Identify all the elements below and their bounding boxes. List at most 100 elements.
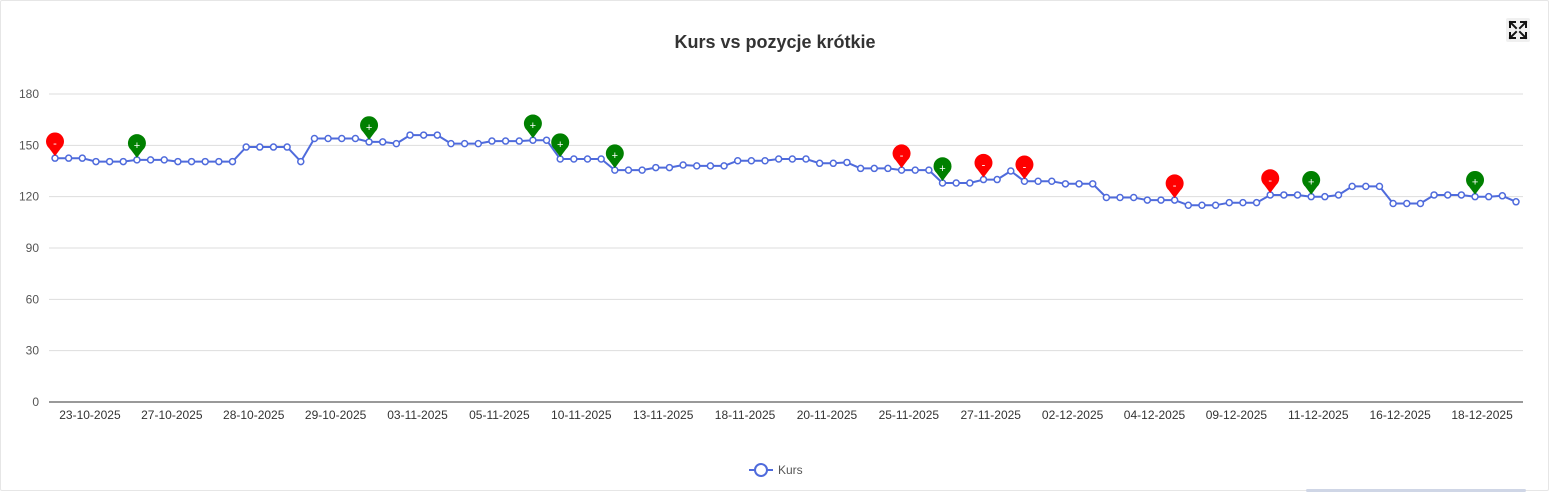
data-point bbox=[733, 156, 742, 165]
short-marker-icon bbox=[974, 153, 993, 178]
x-tick-label: 05-11-2025 bbox=[469, 408, 530, 422]
data-point bbox=[788, 155, 797, 163]
x-tick-label: 02-12-2025 bbox=[1042, 408, 1104, 422]
position-marker: + bbox=[1302, 170, 1321, 195]
data-point bbox=[474, 139, 483, 148]
data-point bbox=[460, 139, 469, 148]
data-point bbox=[201, 157, 209, 166]
data-point bbox=[1075, 180, 1083, 188]
marker-label: + bbox=[1308, 177, 1314, 189]
position-marker: + bbox=[1466, 170, 1485, 195]
data-point bbox=[911, 166, 919, 174]
data-point bbox=[843, 158, 851, 167]
position-marker: + bbox=[551, 133, 570, 158]
data-point bbox=[1280, 191, 1288, 199]
x-tick-label: 27-10-2025 bbox=[141, 408, 203, 422]
data-point bbox=[419, 131, 428, 139]
position-marker: - bbox=[892, 144, 911, 169]
legend[interactable]: Kurs bbox=[749, 463, 803, 477]
marker-label: + bbox=[366, 122, 372, 134]
data-point bbox=[583, 155, 592, 163]
data-point bbox=[433, 131, 442, 139]
x-tick-label: 18-12-2025 bbox=[1451, 408, 1513, 422]
data-point bbox=[1293, 191, 1302, 199]
chart-title: Kurs vs pozycje krótkie bbox=[674, 32, 875, 52]
data-point bbox=[174, 157, 182, 166]
data-point bbox=[966, 179, 974, 187]
position-marker: + bbox=[523, 114, 542, 139]
data-point bbox=[720, 162, 728, 170]
axis-layer: 0 30 60 90 120 150 180 23-10-2025 27-10-2025 28-1… bbox=[19, 87, 1523, 422]
data-point bbox=[1034, 177, 1042, 186]
data-point bbox=[884, 164, 892, 173]
data-point bbox=[1512, 198, 1520, 206]
marker-label: + bbox=[1472, 177, 1478, 189]
data-point bbox=[665, 163, 674, 172]
data-point bbox=[870, 164, 879, 173]
data-point bbox=[337, 134, 346, 143]
data-point bbox=[925, 166, 933, 174]
data-point bbox=[1457, 191, 1466, 199]
x-tick-label: 23-10-2025 bbox=[59, 408, 121, 422]
x-tick-label: 10-11-2025 bbox=[551, 408, 612, 422]
x-tick-label: 29-10-2025 bbox=[305, 408, 367, 422]
x-tick-label: 20-11-2025 bbox=[797, 408, 858, 422]
data-point bbox=[1198, 201, 1206, 209]
data-point bbox=[1252, 198, 1261, 207]
expand-arrows-icon bbox=[1508, 20, 1528, 40]
data-point bbox=[1389, 199, 1397, 208]
y-tick-label: 60 bbox=[26, 292, 40, 306]
series-layer bbox=[51, 131, 1520, 209]
data-point bbox=[597, 155, 605, 163]
data-point bbox=[1334, 191, 1343, 199]
x-tick-label: 03-11-2025 bbox=[387, 408, 448, 422]
position-marker: + bbox=[127, 134, 146, 158]
data-point bbox=[1048, 177, 1056, 186]
data-point bbox=[310, 134, 319, 143]
data-point bbox=[256, 143, 264, 151]
data-point bbox=[802, 155, 810, 163]
data-point bbox=[570, 155, 578, 163]
data-point bbox=[1416, 199, 1425, 208]
data-point bbox=[761, 156, 769, 165]
data-point bbox=[774, 155, 783, 163]
data-point bbox=[64, 154, 73, 162]
data-point bbox=[706, 162, 715, 170]
data-point bbox=[747, 156, 756, 165]
marker-label: - bbox=[1023, 161, 1027, 173]
long-marker-icon bbox=[523, 114, 542, 139]
short-marker-icon bbox=[1165, 174, 1184, 199]
data-point bbox=[324, 134, 332, 143]
data-point bbox=[1129, 193, 1138, 202]
y-tick-label: 180 bbox=[19, 87, 39, 101]
data-point bbox=[1484, 192, 1493, 201]
data-point bbox=[1211, 201, 1220, 209]
data-point bbox=[515, 137, 523, 145]
long-marker-icon bbox=[127, 134, 146, 158]
marker-label: + bbox=[530, 120, 536, 132]
data-point bbox=[1362, 182, 1370, 191]
data-point bbox=[146, 156, 155, 164]
data-point bbox=[993, 175, 1001, 184]
data-point bbox=[952, 179, 960, 187]
data-point bbox=[1403, 199, 1411, 208]
fullscreen-button[interactable] bbox=[1506, 18, 1530, 42]
data-point bbox=[1430, 191, 1438, 199]
data-point bbox=[1321, 192, 1329, 201]
data-point bbox=[1116, 193, 1124, 202]
data-point bbox=[187, 157, 196, 166]
position-marker: - bbox=[1015, 155, 1034, 180]
data-point bbox=[1498, 192, 1507, 200]
data-point bbox=[624, 166, 633, 174]
long-marker-icon bbox=[1302, 170, 1321, 195]
data-point bbox=[78, 154, 87, 162]
marker-label: - bbox=[1268, 175, 1272, 187]
marker-label: + bbox=[134, 140, 140, 152]
data-point bbox=[351, 134, 360, 143]
x-tick-label: 09-12-2025 bbox=[1206, 408, 1268, 422]
data-point bbox=[1225, 198, 1234, 207]
data-point bbox=[1348, 182, 1356, 191]
legend-label[interactable]: Kurs bbox=[778, 463, 803, 477]
x-tick-label: 04-12-2025 bbox=[1124, 408, 1186, 422]
y-tick-label: 150 bbox=[19, 138, 39, 152]
